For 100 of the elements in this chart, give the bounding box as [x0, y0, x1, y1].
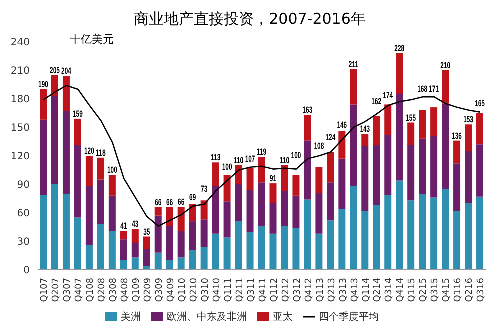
legend-label: 欧洲、中东及非洲 [167, 312, 247, 323]
bar [396, 180, 404, 270]
bar [178, 258, 185, 270]
bar [350, 70, 358, 105]
total-label: 66 [155, 197, 166, 208]
bar [224, 175, 231, 202]
total-label: 66 [166, 197, 177, 208]
bar [465, 204, 472, 270]
bar [200, 247, 208, 270]
total-label: 118 [96, 148, 111, 158]
x-tick-label: Q109 [132, 278, 142, 302]
bar [235, 184, 242, 222]
bar [143, 236, 150, 250]
bar [304, 200, 312, 270]
bar [143, 266, 150, 270]
x-tick-label: Q107 [40, 278, 50, 302]
x-tick-label: Q112 [270, 278, 280, 302]
bar [316, 234, 323, 270]
bar [350, 186, 358, 270]
total-label: 35 [144, 226, 154, 237]
bar [108, 231, 116, 270]
bar [166, 226, 174, 260]
bar [200, 220, 208, 248]
x-tick-label: Q110 [178, 278, 188, 302]
bar [212, 234, 220, 270]
bar [178, 231, 185, 258]
bar [281, 226, 288, 270]
x-tick-label: Q408 [120, 278, 131, 302]
chart-title: 商业地产直接投资，2007-2016年 [133, 9, 367, 30]
x-tick-label: Q311 [246, 278, 257, 302]
bar [419, 194, 426, 270]
total-label: 153 [464, 114, 479, 125]
bar [97, 158, 104, 180]
bar [373, 116, 380, 146]
total-label: 124 [326, 132, 341, 142]
x-tick-label: Q316 [476, 278, 487, 302]
total-label: 108 [314, 140, 330, 151]
bar [465, 124, 472, 152]
y-tick-label: 30 [17, 237, 30, 248]
bar [476, 113, 484, 145]
bar [246, 232, 254, 270]
bar [74, 218, 82, 270]
bar [327, 152, 334, 183]
y-tick-label: 240 [10, 38, 30, 49]
x-tick-label: Q207 [52, 278, 62, 302]
x-tick-label: Q412 [304, 278, 314, 302]
bar [224, 238, 231, 270]
total-label: 69 [190, 192, 200, 202]
x-tick-label: Q213 [327, 278, 338, 302]
bar [316, 193, 323, 234]
bar [454, 164, 461, 212]
bar [132, 243, 139, 258]
x-tick-label: Q312 [292, 278, 303, 302]
bar [442, 70, 450, 104]
bar [200, 200, 208, 220]
x-tick-label: Q415 [442, 278, 452, 302]
bar [224, 202, 231, 238]
total-label: 211 [348, 60, 364, 70]
bar [132, 229, 139, 244]
bar [454, 140, 461, 164]
bar [419, 110, 426, 139]
bar [373, 146, 380, 206]
x-tick-label: Q212 [281, 278, 292, 302]
bar [430, 198, 438, 270]
bar [304, 115, 312, 141]
bar [189, 204, 196, 222]
x-tick-label: Q411 [258, 278, 268, 302]
bar [258, 156, 266, 183]
bar [362, 134, 369, 146]
total-label: 43 [132, 219, 142, 230]
total-label: 155 [406, 112, 422, 123]
total-label: 41 [120, 221, 131, 232]
bar [166, 260, 174, 270]
total-label: 136 [452, 130, 468, 141]
bar [120, 240, 128, 260]
bar [154, 207, 162, 216]
x-tick-label: Q216 [465, 278, 476, 302]
x-tick-label: Q211 [235, 278, 246, 302]
y-tick-label: 210 [10, 66, 30, 78]
bar [120, 231, 128, 240]
x-tick-label: Q307 [63, 278, 74, 302]
bar [408, 200, 415, 270]
bar [442, 104, 450, 190]
bar [327, 182, 334, 221]
y-tick-label: 150 [10, 123, 30, 134]
x-tick-label: Q108 [86, 278, 96, 302]
y-tick-label: 90 [17, 180, 30, 192]
bar [108, 196, 116, 232]
total-label: 171 [429, 84, 444, 94]
bar [154, 252, 162, 270]
bar [476, 196, 484, 270]
bar [362, 211, 369, 270]
x-tick-label: Q214 [373, 278, 384, 302]
x-tick-label: Q409 [166, 278, 176, 302]
total-label: 204 [62, 66, 77, 76]
bar [178, 207, 185, 232]
x-tick-label: Q209 [144, 278, 154, 302]
total-label: 190 [38, 80, 54, 90]
bar [258, 182, 266, 226]
bar [292, 228, 300, 270]
